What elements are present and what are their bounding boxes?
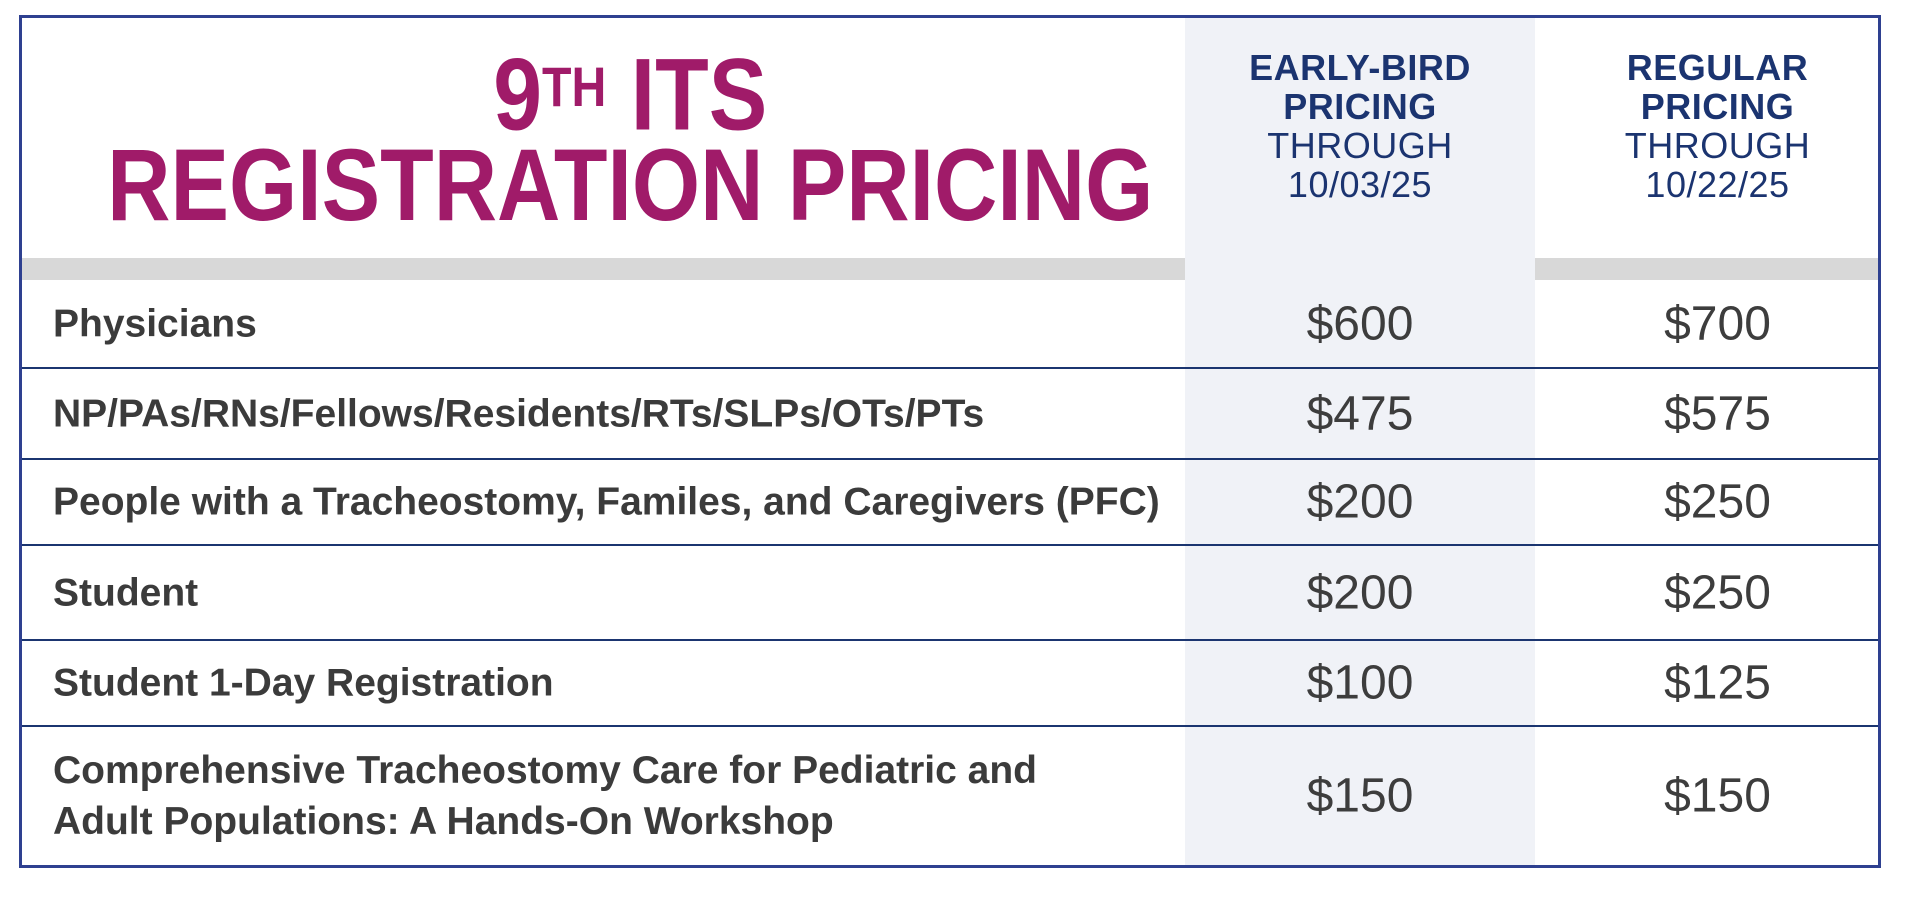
regular-price: $250 (1664, 566, 1771, 619)
regular-price: $150 (1664, 769, 1771, 823)
early-bird-price: $200 (1306, 475, 1414, 529)
early-bird-name-line-2: PRICING (1283, 86, 1437, 127)
table-row: People with a Tracheostomy, Familes, and… (22, 460, 1878, 546)
table-row: NP/PAs/RNs/Fellows/Residents/RTs/SLPs/OT… (22, 369, 1878, 460)
early-bird-deadline-date: 10/03/25 (1287, 164, 1433, 205)
early-bird-price: $200 (1306, 566, 1414, 619)
title-ordinal-superscript: TH (542, 55, 607, 118)
table-body: Physicians $600 $700 NP/PAs/RNs/Fellows/… (22, 280, 1878, 865)
early-bird-price: $600 (1306, 297, 1414, 350)
title-line-2: REGISTRATION PRICING (107, 127, 1154, 242)
title-line-1: 9TH ITS (107, 42, 1153, 146)
table-row: Student 1-Day Registration $100 $125 (22, 641, 1878, 727)
table-title: 9TH ITS REGISTRATION PRICING (22, 42, 1185, 242)
early-bird-name-line-1: EARLY-BIRD (1249, 47, 1471, 88)
row-label: Student 1-Day Registration (53, 661, 554, 705)
table-header: 9TH ITS REGISTRATION PRICING EARLY-BIRD … (22, 18, 1878, 280)
title-number: 9 (493, 37, 543, 152)
row-label: Comprehensive Tracheostomy Care for Pedi… (53, 749, 1037, 843)
regular-price: $700 (1664, 297, 1771, 350)
table-row: Physicians $600 $700 (22, 280, 1878, 369)
regular-price: $575 (1664, 387, 1771, 440)
early-bird-price: $100 (1306, 656, 1414, 710)
row-label: Student (53, 571, 199, 614)
regular-name-line-2: PRICING (1640, 86, 1795, 127)
title-event-name: ITS (606, 37, 768, 152)
table-row: Student $200 $250 (22, 546, 1878, 641)
regular-deadline-date: 10/22/25 (1645, 164, 1790, 205)
regular-price: $125 (1664, 656, 1771, 710)
title-scale-wrapper: 9TH ITS REGISTRATION PRICING (107, 42, 1154, 242)
row-label: Physicians (53, 302, 257, 345)
table-row: Comprehensive Tracheostomy Care for Pedi… (22, 727, 1878, 865)
row-label: People with a Tracheostomy, Familes, and… (53, 480, 1160, 524)
regular-price: $250 (1664, 475, 1771, 529)
column-header-early-bird: EARLY-BIRD PRICING THROUGH 10/03/25 (1185, 18, 1535, 204)
early-bird-price: $150 (1306, 769, 1414, 823)
regular-through-label: THROUGH (1624, 125, 1811, 166)
early-bird-column-highlight (1185, 18, 1535, 865)
row-label: NP/PAs/RNs/Fellows/Residents/RTs/SLPs/OT… (53, 392, 985, 435)
early-bird-through-label: THROUGH (1267, 125, 1453, 166)
pricing-table: 9TH ITS REGISTRATION PRICING EARLY-BIRD … (19, 15, 1881, 868)
early-bird-price: $475 (1306, 387, 1414, 440)
column-header-regular: REGULAR PRICING THROUGH 10/22/25 (1535, 18, 1878, 204)
regular-name-line-1: REGULAR (1626, 47, 1809, 88)
